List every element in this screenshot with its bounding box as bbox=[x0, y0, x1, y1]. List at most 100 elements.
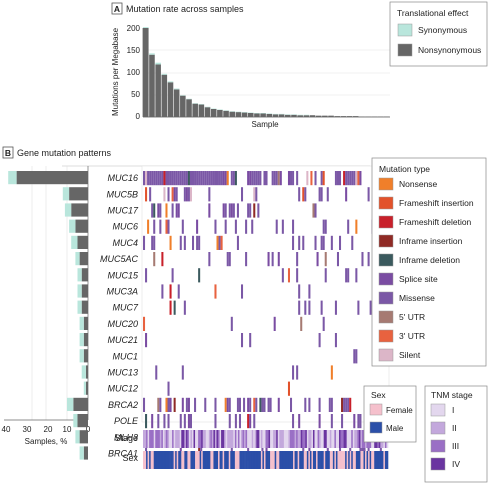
oncoprint-cell bbox=[298, 284, 301, 299]
oncoprint-cell bbox=[355, 219, 358, 234]
freq-xtick-40: 40 bbox=[2, 425, 11, 434]
oncoprint-cell bbox=[253, 187, 256, 202]
mutation-rate-bar-nonsynonymous bbox=[278, 114, 285, 117]
oncoprint-cell bbox=[341, 414, 344, 429]
mutation-legend-label: Inframe insertion bbox=[399, 236, 463, 246]
oncoprint-cell bbox=[157, 397, 160, 412]
oncoprint-cell bbox=[322, 219, 325, 234]
stage-cell bbox=[227, 430, 230, 448]
oncoprint-cell bbox=[357, 171, 360, 186]
oncoprint-cell bbox=[238, 414, 241, 429]
stage-cell bbox=[265, 430, 268, 448]
gene-label: MUC5B bbox=[106, 189, 138, 199]
mutation-legend-label: Frameshift deletion bbox=[399, 217, 472, 227]
stage-cell bbox=[343, 430, 346, 448]
mutation-rate-bar-nonsynonymous bbox=[303, 115, 310, 117]
oncoprint-cell bbox=[241, 187, 244, 202]
oncoprint-cell bbox=[194, 171, 197, 186]
oncoprint-cell bbox=[281, 268, 284, 283]
oncoprint-cell bbox=[298, 235, 301, 250]
oncoprint-cell bbox=[255, 171, 258, 186]
oncoprint-cell bbox=[167, 187, 170, 202]
oncoprint-cell bbox=[267, 252, 270, 267]
sex-legend-items: Female Male bbox=[369, 403, 413, 434]
stage-cell bbox=[185, 430, 188, 448]
stage-cell bbox=[219, 430, 222, 448]
mutation-rate-bar-nonsynonymous bbox=[229, 111, 236, 117]
sex-cell bbox=[259, 451, 262, 469]
oncoprint-cell bbox=[179, 235, 182, 250]
stage-cell bbox=[202, 430, 205, 448]
oncoprint-cell bbox=[214, 284, 217, 299]
oncoprint-cell bbox=[353, 349, 356, 364]
sex-cell bbox=[231, 451, 234, 469]
mutation-rate-bar-synonymous bbox=[143, 27, 149, 28]
stage-cell bbox=[144, 430, 147, 448]
stage-cell bbox=[251, 430, 254, 448]
stage-cell bbox=[316, 430, 318, 448]
oncoprint-cell bbox=[189, 187, 192, 202]
tnm-legend-label: I bbox=[452, 405, 454, 415]
gene-label: MUC5AC bbox=[100, 254, 139, 264]
oncoprint-cell bbox=[181, 219, 184, 234]
sex-cell bbox=[276, 451, 279, 469]
oncoprint-cell bbox=[328, 397, 331, 412]
oncoprint-cell bbox=[271, 171, 274, 186]
sex-cell bbox=[245, 451, 248, 469]
oncoprint-cell bbox=[171, 203, 174, 218]
panel-b-badge: B bbox=[5, 148, 11, 158]
oncoprint-cell bbox=[230, 316, 233, 331]
stage-cell bbox=[241, 430, 243, 448]
freq-xtick-30: 30 bbox=[23, 425, 32, 434]
oncoprint-cell bbox=[359, 414, 362, 429]
oncoprint-cell bbox=[183, 235, 186, 250]
sex-cell bbox=[270, 451, 272, 469]
gene-freq-bar-synonymous bbox=[8, 171, 17, 185]
oncoprint-cell bbox=[228, 203, 231, 218]
oncoprint-cell bbox=[163, 414, 166, 429]
mutation-legend-swatch bbox=[378, 253, 394, 267]
stage-cell bbox=[311, 430, 314, 448]
oncoprint-cell bbox=[165, 171, 168, 186]
stage-cell bbox=[280, 430, 283, 448]
sex-legend-swatch bbox=[369, 421, 383, 434]
sex-cell bbox=[296, 451, 298, 469]
oncoprint-cell bbox=[147, 219, 150, 234]
sex-cell bbox=[369, 451, 372, 469]
mutation-rate-bar-nonsynonymous bbox=[328, 115, 334, 117]
mutation-rate-bar-nonsynonymous bbox=[315, 115, 322, 117]
stage-cell bbox=[159, 430, 162, 448]
nonsynonymous-label: Nonsynonymous bbox=[418, 45, 481, 55]
stage-cell bbox=[167, 430, 170, 448]
mutation-rate-bar-nonsynonymous bbox=[180, 95, 186, 117]
stage-cell bbox=[181, 430, 184, 448]
oncoprint-cell bbox=[169, 171, 172, 186]
sex-cell bbox=[345, 451, 347, 469]
panel-a-ytick-200: 200 bbox=[127, 24, 141, 33]
oncoprint-cell bbox=[292, 365, 295, 380]
sex-cell bbox=[351, 451, 354, 469]
mutation-rate-bar-nonsynonymous bbox=[149, 54, 155, 117]
oncoprint-cell bbox=[255, 397, 258, 412]
oncoprint-cell bbox=[161, 171, 164, 186]
oncoprint-cell bbox=[351, 235, 354, 250]
sex-cell bbox=[176, 451, 179, 469]
stage-cell bbox=[169, 430, 171, 448]
sex-cell bbox=[265, 451, 268, 469]
stage-cell bbox=[176, 430, 179, 448]
stage-cell bbox=[360, 430, 363, 448]
oncoprint-cell bbox=[153, 171, 156, 186]
oncoprint-cell bbox=[245, 252, 248, 267]
tnm-legend-label: IV bbox=[452, 459, 460, 469]
sex-cell bbox=[361, 451, 364, 469]
oncoprint-cell bbox=[204, 171, 207, 186]
stage-cell bbox=[158, 430, 161, 448]
translational-legend-title: Translational effect bbox=[397, 8, 469, 18]
sex-track-label: Sex bbox=[122, 453, 138, 463]
stage-cell bbox=[192, 430, 194, 448]
oncoprint-cell bbox=[177, 203, 180, 218]
sex-cell bbox=[366, 451, 369, 469]
gene-label: MUC6 bbox=[112, 222, 138, 232]
oncoprint-cell bbox=[183, 300, 186, 315]
oncoprint-cell bbox=[275, 171, 278, 186]
